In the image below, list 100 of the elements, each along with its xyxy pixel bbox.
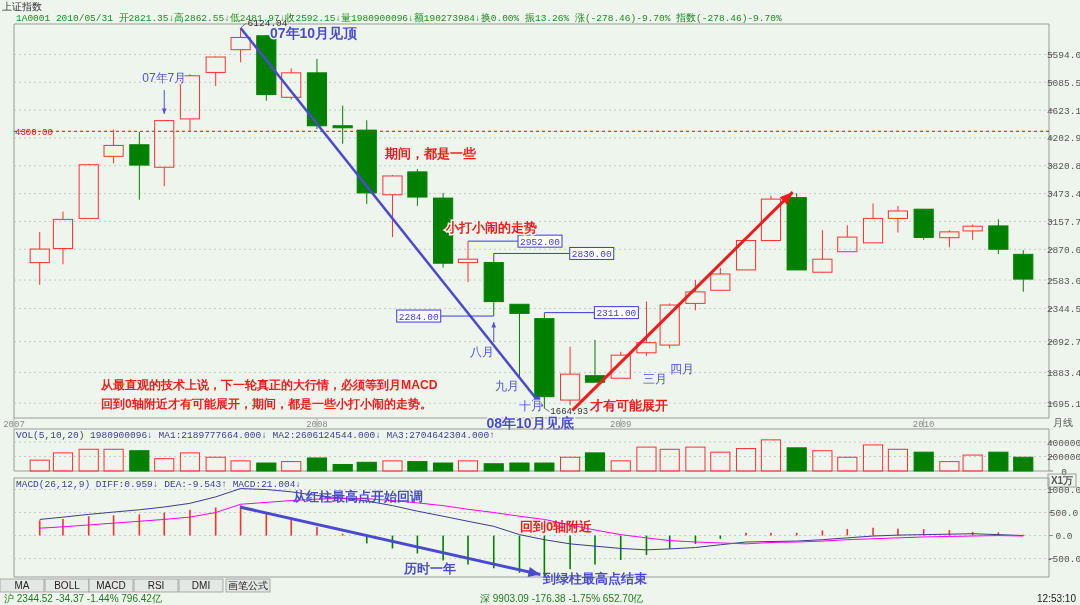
bar xyxy=(306,457,328,472)
bar xyxy=(433,462,454,472)
x-tick-label: 2010 xyxy=(912,420,935,430)
bar xyxy=(154,458,175,472)
bar xyxy=(659,448,680,472)
y-tick-label: 2583.6 xyxy=(1046,275,1080,287)
annotation: 八月 xyxy=(469,345,494,360)
annotation: 期间，都是一些 xyxy=(384,146,477,161)
candlestick xyxy=(129,131,150,201)
bar xyxy=(509,462,530,472)
text: 沪 2344.52 -34.37 -1.44% 796.42亿 xyxy=(4,593,162,604)
bar xyxy=(913,451,934,472)
y-tick-label: 3157.7 xyxy=(1046,216,1080,228)
x-tick-label: 2009 xyxy=(609,420,632,430)
y-tick-label: 2344.5 xyxy=(1046,303,1080,315)
y-tick-label: 1883.4 xyxy=(1046,367,1080,379)
text: 12:53:10 xyxy=(1037,593,1077,604)
y-tick-label: 5085.5 xyxy=(1046,77,1080,89)
y-tick-label: 0.0 xyxy=(1055,531,1073,543)
bar xyxy=(939,461,960,472)
chart-title: 上证指数 xyxy=(2,1,42,12)
bar xyxy=(862,444,884,472)
y-tick-label: 500.0 xyxy=(1049,508,1079,520)
text: 画笔公式 xyxy=(228,580,268,591)
annotation: 2284.00 xyxy=(398,311,439,323)
bar xyxy=(685,446,706,472)
bar xyxy=(78,448,99,472)
candlestick xyxy=(29,231,50,286)
bar xyxy=(52,452,74,472)
x-tick-label: 2007 xyxy=(3,420,25,430)
candlestick xyxy=(636,301,657,357)
y-tick-label: 400000 xyxy=(1046,437,1080,449)
annotation: 回到0轴附近才有可能展开，期间，都是一些小打小闹的走势。 xyxy=(101,397,432,411)
text: DMI xyxy=(191,580,211,591)
bar xyxy=(29,459,50,472)
text: RSI xyxy=(147,580,165,591)
candlestick xyxy=(356,119,377,205)
candlestick xyxy=(560,346,581,406)
candlestick xyxy=(483,252,504,317)
y-tick-label: 1695.1 xyxy=(1046,398,1080,410)
bar xyxy=(636,446,657,472)
annotation: 2952.00 xyxy=(520,236,561,248)
bar xyxy=(483,463,504,472)
annotation: 才有可能展开 xyxy=(589,398,668,413)
text: 月线 xyxy=(1053,417,1073,428)
candlestick xyxy=(457,240,479,283)
chart-subtitle: VOL(5,10,20) 1980900096↓ MA1:2189777664.000↓ MA2:2606124544.000↓ MA3:2704642304.000↑ xyxy=(16,430,495,441)
bar xyxy=(735,448,757,472)
bar xyxy=(962,454,983,472)
text: MA xyxy=(14,580,30,591)
annotation: 2311.00 xyxy=(596,308,637,320)
chart-subtitle: MACD(26,12,9) DIFF:0.959↓ DEA:-9.543↑ MACD:21.004↓ xyxy=(16,479,302,490)
annotation: 2830.00 xyxy=(571,248,612,260)
bar xyxy=(230,460,251,472)
text: 深 9903.09 -176.38 -1.75% 652.70亿 xyxy=(480,593,644,604)
bar xyxy=(256,462,277,472)
bar xyxy=(457,460,479,472)
y-tick-label: -500.0 xyxy=(1046,554,1080,566)
candlestick xyxy=(52,211,74,265)
bar xyxy=(281,461,302,472)
bar xyxy=(1013,456,1034,472)
ref-line-label: 4300.00 xyxy=(15,128,53,139)
candlestick xyxy=(306,58,328,130)
annotation: 三月 xyxy=(642,372,667,387)
x-tick-label: 2008 xyxy=(306,420,328,430)
annotation: 四月 xyxy=(670,362,694,376)
bar xyxy=(760,439,782,472)
candlestick xyxy=(887,205,909,234)
bar xyxy=(560,456,581,472)
bar xyxy=(610,460,631,472)
y-tick-label: 2092.7 xyxy=(1046,337,1080,349)
bar xyxy=(179,452,201,472)
annotation: 九月 xyxy=(495,379,520,394)
bar xyxy=(205,456,226,472)
y-tick-label: 2870.6 xyxy=(1046,244,1080,256)
bar xyxy=(584,452,606,472)
candlestick xyxy=(1013,249,1034,293)
bar xyxy=(786,447,807,472)
y-tick-label: 3820.8 xyxy=(1046,161,1080,173)
y-tick-label: 1000.0 xyxy=(1046,485,1080,497)
bar xyxy=(710,451,731,472)
bar xyxy=(332,463,353,472)
annotation: 到绿柱最高点结束 xyxy=(542,570,648,586)
bar xyxy=(812,450,833,472)
text: X1万 xyxy=(1050,475,1074,486)
bar xyxy=(129,450,150,472)
y-tick-label: 5594.0 xyxy=(1046,49,1080,61)
bar xyxy=(407,461,428,472)
y-tick-label: 4623.1 xyxy=(1046,105,1080,117)
annotation: 历时一年 xyxy=(403,561,456,576)
annotation: 十月 xyxy=(519,399,544,414)
y-tick-label: 4202.9 xyxy=(1046,133,1080,145)
text: BOLL xyxy=(54,580,81,591)
bar xyxy=(837,456,858,472)
annotation: 08年10月见底 xyxy=(486,415,574,431)
bar xyxy=(534,462,555,472)
bar xyxy=(356,461,377,472)
bar xyxy=(103,448,124,472)
y-tick-label: 200000 xyxy=(1046,452,1080,464)
bar xyxy=(887,448,909,472)
